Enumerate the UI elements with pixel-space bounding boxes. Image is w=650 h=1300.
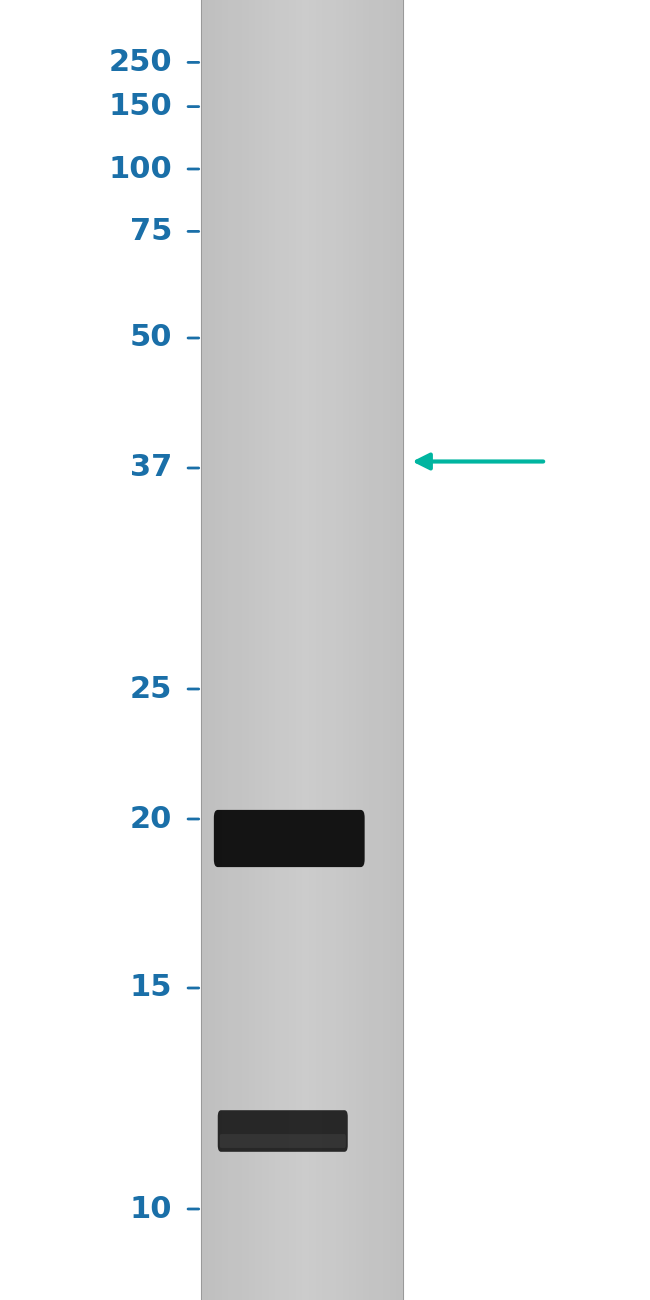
FancyBboxPatch shape	[329, 0, 336, 1300]
FancyBboxPatch shape	[383, 0, 389, 1300]
FancyBboxPatch shape	[218, 1110, 348, 1152]
FancyBboxPatch shape	[356, 0, 363, 1300]
FancyBboxPatch shape	[220, 1134, 346, 1148]
FancyBboxPatch shape	[302, 0, 309, 1300]
FancyBboxPatch shape	[376, 0, 383, 1300]
FancyBboxPatch shape	[316, 0, 322, 1300]
FancyBboxPatch shape	[202, 0, 403, 1300]
FancyBboxPatch shape	[289, 0, 296, 1300]
FancyBboxPatch shape	[276, 0, 282, 1300]
FancyBboxPatch shape	[369, 0, 376, 1300]
FancyBboxPatch shape	[208, 0, 215, 1300]
FancyBboxPatch shape	[262, 0, 268, 1300]
FancyBboxPatch shape	[248, 0, 255, 1300]
Text: 37: 37	[130, 454, 172, 482]
FancyBboxPatch shape	[268, 0, 276, 1300]
FancyBboxPatch shape	[242, 0, 248, 1300]
Text: 10: 10	[130, 1195, 172, 1223]
FancyBboxPatch shape	[255, 0, 262, 1300]
Text: 50: 50	[130, 324, 172, 352]
FancyBboxPatch shape	[214, 810, 365, 867]
Text: 100: 100	[109, 155, 172, 183]
FancyBboxPatch shape	[396, 0, 403, 1300]
FancyBboxPatch shape	[322, 0, 329, 1300]
FancyBboxPatch shape	[228, 0, 235, 1300]
FancyBboxPatch shape	[296, 0, 302, 1300]
Text: 250: 250	[109, 48, 172, 77]
FancyBboxPatch shape	[235, 0, 242, 1300]
Text: 15: 15	[130, 974, 172, 1002]
FancyBboxPatch shape	[389, 0, 396, 1300]
FancyBboxPatch shape	[202, 0, 208, 1300]
FancyBboxPatch shape	[336, 0, 343, 1300]
FancyBboxPatch shape	[343, 0, 349, 1300]
FancyBboxPatch shape	[282, 0, 289, 1300]
Text: 150: 150	[109, 92, 172, 121]
FancyBboxPatch shape	[309, 0, 316, 1300]
FancyBboxPatch shape	[349, 0, 356, 1300]
FancyBboxPatch shape	[222, 0, 228, 1300]
FancyBboxPatch shape	[215, 0, 222, 1300]
Text: 25: 25	[130, 675, 172, 703]
Text: 75: 75	[130, 217, 172, 246]
FancyBboxPatch shape	[363, 0, 369, 1300]
Text: 20: 20	[130, 805, 172, 833]
